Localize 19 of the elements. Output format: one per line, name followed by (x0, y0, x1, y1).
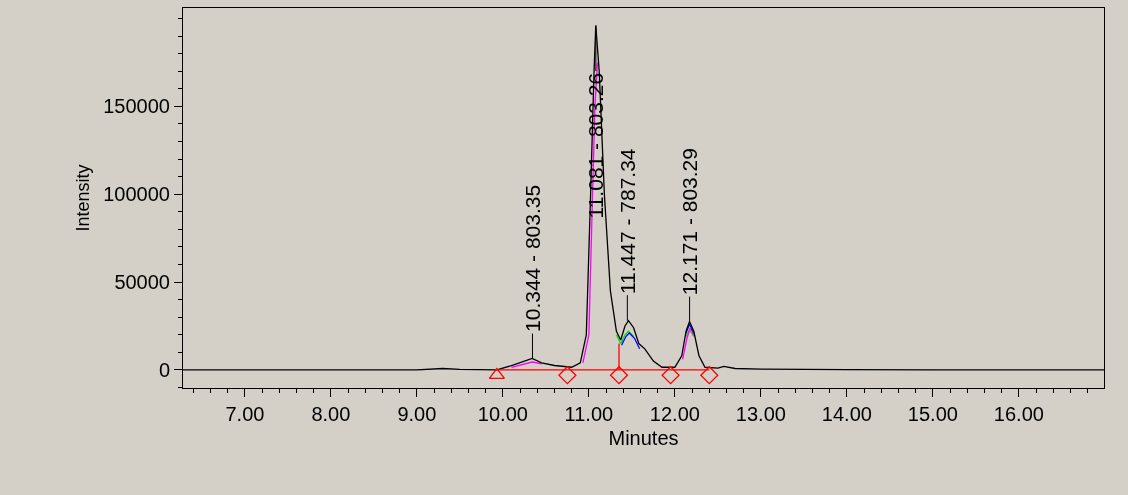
x-tick-label: 14.00 (821, 403, 872, 425)
x-axis-title: Minutes (608, 426, 679, 449)
y-tick-label: 50000 (114, 271, 170, 294)
x-tick-label: 8.00 (311, 403, 351, 425)
x-tick-label: 11.00 (564, 403, 614, 425)
x-tick-label: 10.00 (477, 403, 528, 425)
y-axis-title: Intensity (73, 164, 94, 232)
x-tick-label: 15.00 (907, 403, 958, 425)
x-tick-label: 16.00 (993, 403, 1044, 425)
annotation: 12.171 - 803.29 (678, 148, 701, 296)
x-tick-label: 7.00 (225, 403, 265, 425)
x-tick-label: 13.00 (735, 403, 786, 425)
x-tick-label: 9.00 (397, 403, 437, 425)
annotation: 11.447 - 787.34 (615, 148, 639, 295)
x-tick-label: 12.00 (649, 403, 700, 425)
y-tick-label: 150000 (103, 95, 170, 118)
y-tick-label: 100000 (103, 183, 170, 206)
y-tick-label: 0 (158, 358, 170, 381)
annotation: 10.344 - 803.35 (520, 184, 544, 332)
